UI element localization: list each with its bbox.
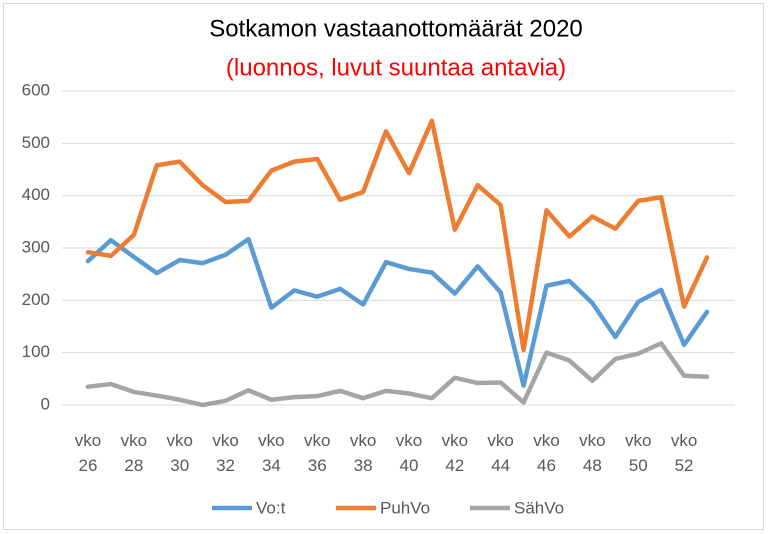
y-tick-label: 300: [22, 237, 50, 256]
x-tick-label: vko 44: [487, 431, 514, 475]
x-tick-label: vko 40: [395, 431, 423, 475]
x-tick-label: vko 48: [579, 431, 606, 475]
series-line: [85, 118, 710, 353]
series-line: [85, 340, 710, 408]
y-tick-label: 200: [22, 290, 50, 309]
x-tick-label: vko 42: [441, 431, 469, 475]
y-tick-label: 0: [41, 394, 50, 413]
y-tick-label: 500: [22, 133, 50, 152]
y-tick-label: 600: [22, 80, 50, 99]
series-line: [85, 236, 710, 388]
chart-subtitle: (luonnos, luvut suuntaa antavia): [226, 54, 566, 81]
x-tick-label: vko 30: [166, 431, 193, 475]
y-tick-label: 100: [22, 342, 50, 361]
y-tick-label: 400: [22, 185, 50, 204]
x-tick-label: vko 52: [670, 431, 698, 475]
legend-label: PuhVo: [380, 498, 430, 517]
x-tick-label: vko 38: [349, 431, 377, 475]
x-tick-label: vko 34: [258, 431, 285, 475]
x-tick-label: vko 32: [212, 431, 239, 475]
legend-label: SähVo: [514, 498, 564, 517]
x-tick-label: vko 36: [304, 431, 331, 475]
x-tick-label: vko 50: [624, 431, 652, 475]
x-tick-label: vko 46: [533, 431, 560, 475]
x-tick-label: vko 26: [74, 431, 102, 475]
legend-label: Vo:t: [256, 498, 286, 517]
x-tick-label: vko 28: [120, 431, 148, 475]
chart-title: Sotkamon vastaanottomäärät 2020: [209, 15, 583, 42]
